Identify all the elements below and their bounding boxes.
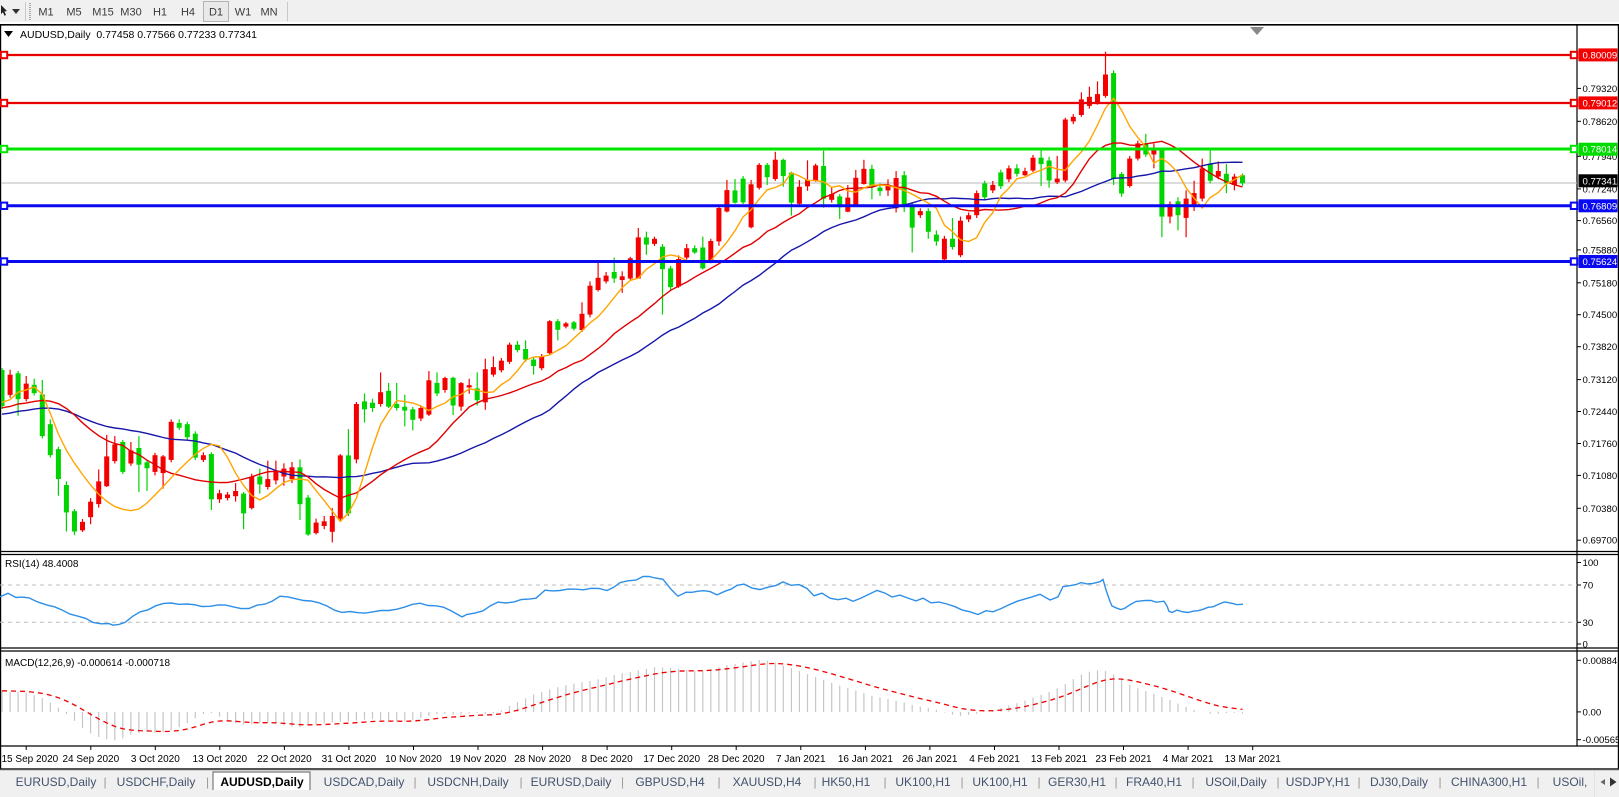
svg-text:MACD(12,26,9) -0.000614 -0.000: MACD(12,26,9) -0.000614 -0.000718 [5, 658, 171, 669]
svg-text:|: | [413, 775, 416, 789]
svg-text:M15: M15 [92, 7, 113, 19]
svg-text:0.80009: 0.80009 [1583, 50, 1618, 61]
svg-text:USDJPY,H1: USDJPY,H1 [1286, 775, 1351, 789]
svg-text:0.71080: 0.71080 [1583, 471, 1618, 482]
svg-text:XAUUSD,H4: XAUUSD,H4 [733, 775, 802, 789]
svg-text:|: | [1438, 775, 1441, 789]
svg-text:CHINA300,H1: CHINA300,H1 [1451, 775, 1527, 789]
svg-text:|: | [1114, 775, 1117, 789]
svg-text:UK100,H1: UK100,H1 [895, 775, 951, 789]
svg-text:0.73820: 0.73820 [1583, 342, 1618, 353]
svg-text:EURUSD,Daily: EURUSD,Daily [16, 775, 97, 789]
svg-text:FRA40,H1: FRA40,H1 [1126, 775, 1182, 789]
svg-text:0.71760: 0.71760 [1583, 439, 1618, 450]
svg-text:24 Sep 2020: 24 Sep 2020 [62, 754, 119, 765]
svg-text:0.75180: 0.75180 [1583, 278, 1618, 289]
svg-text:|: | [1037, 775, 1040, 789]
svg-text:0.00884: 0.00884 [1583, 656, 1618, 667]
svg-text:MN: MN [260, 7, 277, 19]
svg-text:W1: W1 [235, 7, 252, 19]
svg-text:AUDUSD,Daily 0.77458 0.77566: AUDUSD,Daily 0.77458 0.77566 0.77233 0.7… [20, 29, 257, 41]
svg-text:100: 100 [1583, 558, 1599, 569]
svg-text:7 Jan 2021: 7 Jan 2021 [776, 754, 826, 765]
svg-text:13 Feb 2021: 13 Feb 2021 [1031, 754, 1088, 765]
svg-text:-0.00565: -0.00565 [1583, 735, 1619, 746]
svg-text:|: | [1536, 775, 1539, 789]
svg-text:13 Mar 2021: 13 Mar 2021 [1225, 754, 1282, 765]
svg-text:0.77940: 0.77940 [1583, 152, 1618, 163]
svg-text:M30: M30 [120, 7, 141, 19]
svg-text:HK50,H1: HK50,H1 [822, 775, 871, 789]
svg-text:EURUSD,Daily: EURUSD,Daily [531, 775, 612, 789]
svg-text:USDCHF,Daily: USDCHF,Daily [117, 775, 196, 789]
svg-text:4 Feb 2021: 4 Feb 2021 [969, 754, 1020, 765]
svg-text:22 Oct 2020: 22 Oct 2020 [257, 754, 312, 765]
svg-text:0.76560: 0.76560 [1583, 216, 1618, 227]
svg-text:0.78014: 0.78014 [1583, 145, 1618, 156]
svg-text:USDCNH,Daily: USDCNH,Daily [427, 775, 508, 789]
svg-text:RSI(14) 48.4008: RSI(14) 48.4008 [5, 559, 79, 570]
svg-text:USOil,Daily: USOil,Daily [1205, 775, 1266, 789]
svg-text:|: | [1276, 775, 1279, 789]
svg-text:0.79012: 0.79012 [1583, 98, 1618, 109]
svg-text:M1: M1 [38, 7, 53, 19]
svg-text:0.69700: 0.69700 [1583, 536, 1618, 547]
svg-text:0.75880: 0.75880 [1583, 245, 1618, 256]
svg-text:|: | [103, 775, 106, 789]
svg-text:26 Jan 2021: 26 Jan 2021 [902, 754, 957, 765]
svg-text:16 Jan 2021: 16 Jan 2021 [838, 754, 893, 765]
svg-text:GER30,H1: GER30,H1 [1048, 775, 1106, 789]
svg-text:28 Dec 2020: 28 Dec 2020 [708, 754, 765, 765]
svg-text:|: | [519, 775, 522, 789]
svg-text:0.79320: 0.79320 [1583, 84, 1618, 95]
svg-text:8 Dec 2020: 8 Dec 2020 [582, 754, 634, 765]
svg-text:4 Mar 2021: 4 Mar 2021 [1163, 754, 1214, 765]
svg-text:0.75624: 0.75624 [1583, 257, 1618, 268]
svg-text:M5: M5 [66, 7, 81, 19]
svg-text:0.77341: 0.77341 [1583, 176, 1618, 187]
svg-text:23 Feb 2021: 23 Feb 2021 [1095, 754, 1152, 765]
svg-text:13 Oct 2020: 13 Oct 2020 [193, 754, 248, 765]
svg-text:0.72440: 0.72440 [1583, 407, 1618, 418]
svg-text:|: | [717, 775, 720, 789]
svg-text:19 Nov 2020: 19 Nov 2020 [450, 754, 507, 765]
svg-text:0.76809: 0.76809 [1583, 201, 1618, 212]
svg-text:GBPUSD,H4: GBPUSD,H4 [635, 775, 705, 789]
svg-text:28 Nov 2020: 28 Nov 2020 [514, 754, 571, 765]
svg-text:0.73120: 0.73120 [1583, 375, 1618, 386]
svg-text:D1: D1 [209, 7, 223, 19]
svg-text:UK100,H1: UK100,H1 [972, 775, 1028, 789]
svg-text:0.77240: 0.77240 [1583, 184, 1618, 195]
svg-text:0.78620: 0.78620 [1583, 117, 1618, 128]
svg-text:DJ30,Daily: DJ30,Daily [1370, 775, 1428, 789]
svg-text:0: 0 [1583, 640, 1588, 651]
svg-text:|: | [813, 775, 816, 789]
svg-text:17 Dec 2020: 17 Dec 2020 [643, 754, 700, 765]
svg-text:0.70380: 0.70380 [1583, 504, 1618, 515]
svg-text:0.74500: 0.74500 [1583, 310, 1618, 321]
svg-text:|: | [621, 775, 624, 789]
svg-text:|: | [206, 775, 209, 789]
svg-text:30: 30 [1583, 618, 1594, 629]
svg-text:10 Nov 2020: 10 Nov 2020 [385, 754, 442, 765]
svg-text:|: | [960, 775, 963, 789]
svg-text:H1: H1 [153, 7, 167, 19]
svg-text:|: | [1191, 775, 1194, 789]
svg-text:AUDUSD,Daily: AUDUSD,Daily [220, 775, 304, 789]
svg-text:H4: H4 [181, 7, 195, 19]
svg-text:USDCAD,Daily: USDCAD,Daily [324, 775, 405, 789]
svg-text:USOil,: USOil, [1553, 775, 1588, 789]
svg-text:3 Oct 2020: 3 Oct 2020 [131, 754, 180, 765]
svg-text:|: | [1357, 775, 1360, 789]
svg-text:70: 70 [1583, 581, 1594, 592]
svg-text:15 Sep 2020: 15 Sep 2020 [2, 754, 59, 765]
svg-text:31 Oct 2020: 31 Oct 2020 [322, 754, 377, 765]
svg-text:0.00: 0.00 [1583, 707, 1602, 718]
svg-text:|: | [883, 775, 886, 789]
